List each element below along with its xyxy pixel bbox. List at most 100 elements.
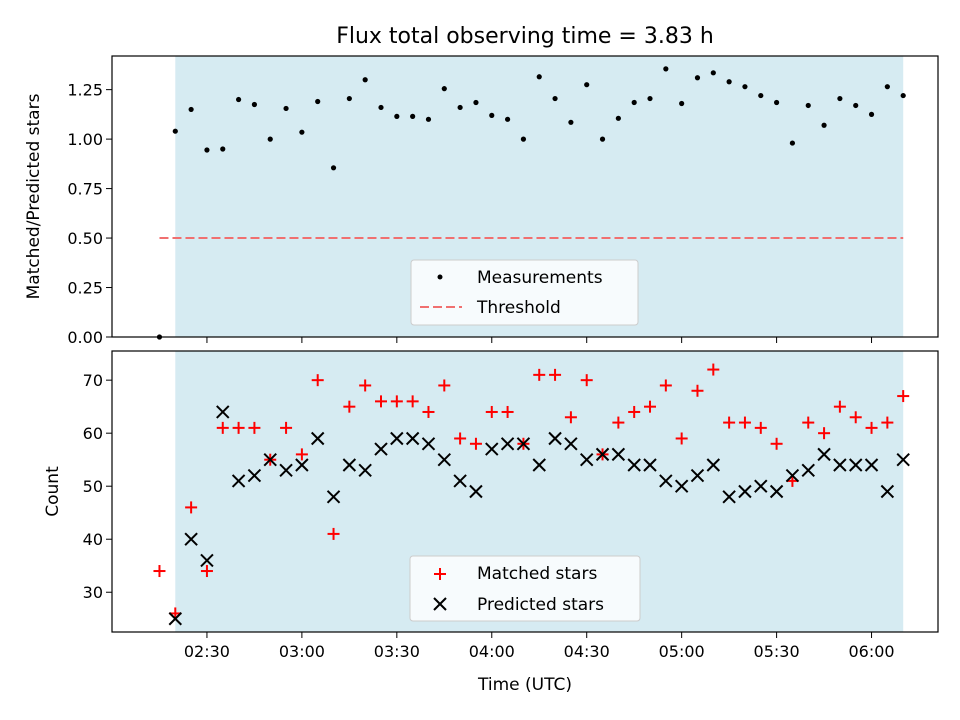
predicted-star-point [738,484,752,499]
legend-matched-marker [434,568,446,580]
x-tick-label: 05:30 [754,642,800,661]
matched-star-point [327,527,340,540]
measurement-point [441,86,447,92]
measurement-point [251,101,258,108]
y-tick-label: 30 [83,583,103,602]
matched-star-point [422,405,435,418]
matched-star-point [564,411,577,424]
matched-star-point [454,432,467,445]
y-tick-label: 0.00 [67,328,103,347]
predicted-star-point [864,458,879,472]
measurement-point [694,75,701,81]
predicted-star-point [279,463,293,477]
predicted-stars-points [168,405,910,626]
predicted-star-point [168,612,182,626]
matched-star-point [849,411,862,424]
matched-star-point [501,405,514,418]
matched-star-point [549,368,562,381]
matched-star-point [644,400,657,413]
predicted-star-point [896,452,910,467]
matched-star-point [390,395,403,408]
matched-star-point [185,501,198,514]
bottom-legend: Matched stars Predicted stars [409,555,641,622]
measurement-point [599,136,606,142]
measurement-point [267,136,273,142]
measurement-point [425,116,432,122]
measurement-points [156,66,906,340]
matched-star-point [833,400,846,413]
y-tick-label: 0.25 [67,279,103,298]
x-tick-label: 05:00 [659,642,705,661]
predicted-star-point [754,479,768,493]
predicted-star-point [833,458,847,472]
matched-star-point [818,427,831,440]
matched-star-point [628,405,641,418]
legend-measurements-label: Measurements [477,268,603,288]
y-tick-label: 70 [83,371,103,390]
predicted-star-point [564,437,578,451]
x-tick-label: 03:00 [279,642,325,661]
y-tick-label: 1.00 [67,130,103,149]
measurement-point [346,95,352,102]
matched-star-point [865,421,878,434]
bottom-axes-frame [111,350,939,633]
predicted-star-point [216,405,230,419]
bottom-axes: 30 40 50 60 70 02:30 03:00 03:30 04:00 04:30 05:0… [43,350,939,695]
predicted-star-point [548,431,562,446]
matched-star-point [881,416,894,429]
measurement-point [378,104,384,111]
top-axes-frame [111,55,939,338]
predicted-star-point [674,479,689,493]
measurement-point [235,96,242,103]
y-tick-label: 40 [83,530,103,549]
y-tick-label: 60 [83,424,103,443]
measurement-point [473,99,479,106]
matched-star-point [200,565,213,578]
y-tick-label: 50 [83,477,103,496]
predicted-star-point [659,474,673,488]
matched-star-point [707,363,720,376]
matched-star-point [612,416,625,429]
predicted-star-point [849,458,863,472]
predicted-star-point [421,437,436,451]
predicted-star-point [690,468,705,483]
measurement-point [868,111,875,117]
predicted-star-point [485,442,499,456]
matched-star-point [216,421,229,434]
measurement-point [330,165,337,171]
y-tick-label: 0.50 [67,229,103,248]
predicted-star-point [247,468,262,483]
measurement-point [663,66,669,72]
top-legend-box [410,259,639,326]
matched-star-point [675,432,688,445]
predicted-star-point [374,442,388,456]
matched-star-point [723,416,736,429]
x-tick-label: 04:30 [564,642,610,661]
measurement-point [789,140,796,146]
predicted-star-point [469,484,483,499]
measurement-point [220,146,226,152]
measurement-point [410,113,416,119]
measurement-point [188,106,194,113]
matched-star-point [406,395,419,408]
measurement-point [805,102,811,109]
predicted-star-point [184,532,198,546]
bottom-y-ticks: 30 40 50 60 70 [83,371,112,602]
predicted-star-point [358,463,372,477]
measurement-point [853,102,859,109]
matched-star-point [295,448,308,461]
measurement-point [884,84,890,90]
predicted-star-point [817,447,831,462]
measurement-point [679,100,685,107]
y-tick-label: 1.25 [67,81,103,100]
matched-star-point [738,416,751,429]
matched-star-point [533,368,546,381]
measurement-point [568,119,574,125]
measurement-point [489,112,495,118]
matched-star-point [375,395,388,408]
matched-star-point [343,400,356,413]
predicted-star-point [453,474,467,488]
legend-matched-label: Matched stars [477,564,597,584]
top-x-ticks [206,337,873,343]
